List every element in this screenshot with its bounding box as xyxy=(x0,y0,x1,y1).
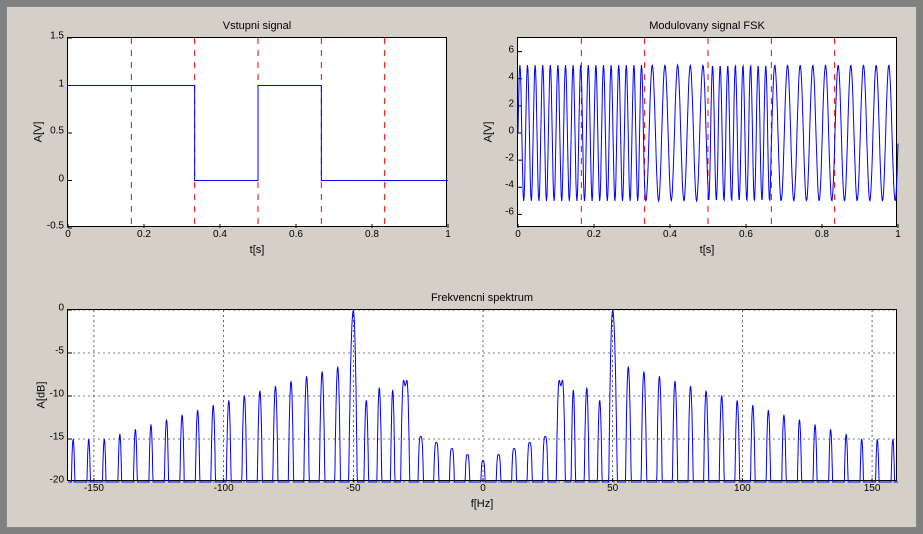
ytick-label: 1 xyxy=(58,78,64,89)
axes3-title: Frekvencni spektrum xyxy=(68,292,896,304)
xtick-label: 0 xyxy=(65,229,71,240)
xtick-label: -100 xyxy=(214,483,234,494)
xtick-label: 0.8 xyxy=(365,229,379,240)
ytick-label: -5 xyxy=(55,346,64,357)
xtick-label: 50 xyxy=(607,483,618,494)
xtick-label: -150 xyxy=(84,483,104,494)
axes1-xlabel: t[s] xyxy=(68,244,446,256)
axes2-xlabel: t[s] xyxy=(518,244,896,256)
xtick-label: 0.6 xyxy=(739,229,753,240)
xtick-label: 0 xyxy=(480,483,486,494)
xtick-label: 0.2 xyxy=(137,229,151,240)
ytick-label: 2 xyxy=(508,98,514,109)
axes-input-signal: Vstupni signal t[s] A[V] 00.20.40.60.81-… xyxy=(67,37,447,227)
ytick-label: 0.5 xyxy=(50,126,64,137)
ytick-label: -15 xyxy=(50,432,64,443)
ytick-label: -20 xyxy=(50,475,64,486)
ytick-label: -0.5 xyxy=(47,221,64,232)
xtick-label: 1 xyxy=(445,229,451,240)
axes-spectrum: Frekvencni spektrum f[Hz] A[dB] -150-100… xyxy=(67,309,897,481)
axes3-ylabel: A[dB] xyxy=(35,382,47,409)
ytick-label: 1.5 xyxy=(50,31,64,42)
matlab-figure: Vstupni signal t[s] A[V] 0 0.2 0.4 0.6 0.8 1 -… xyxy=(6,6,917,528)
xtick-label: 0.2 xyxy=(587,229,601,240)
ytick-label: -6 xyxy=(505,207,514,218)
axes2-title: Modulovany signal FSK xyxy=(518,20,896,32)
xtick-label: -50 xyxy=(346,483,360,494)
ytick-label: 0 xyxy=(508,126,514,137)
axes2-ylabel: A[V] xyxy=(482,122,494,143)
ytick-label: -2 xyxy=(505,153,514,164)
xtick-label: 150 xyxy=(864,483,881,494)
xtick-label: 1 xyxy=(895,229,901,240)
ytick-label: 0 xyxy=(58,173,64,184)
axes2-canvas xyxy=(518,38,898,228)
ytick-label: 4 xyxy=(508,71,514,82)
axes1-canvas xyxy=(68,38,448,228)
axes-fsk-signal: Modulovany signal FSK t[s] A[V] 00.20.40… xyxy=(517,37,897,227)
axes3-canvas xyxy=(68,310,898,482)
axes3-xlabel: f[Hz] xyxy=(68,498,896,510)
xtick-label: 100 xyxy=(734,483,751,494)
ytick-label: 6 xyxy=(508,44,514,55)
xtick-label: 0.6 xyxy=(289,229,303,240)
xtick-label: 0.4 xyxy=(663,229,677,240)
xtick-label: 0 xyxy=(515,229,521,240)
ytick-label: -4 xyxy=(505,180,514,191)
xtick-label: 0.4 xyxy=(213,229,227,240)
ytick-label: -10 xyxy=(50,389,64,400)
ytick-label: 0 xyxy=(58,303,64,314)
axes1-title: Vstupni signal xyxy=(68,20,446,32)
xtick-label: 0.8 xyxy=(815,229,829,240)
axes1-ylabel: A[V] xyxy=(32,122,44,143)
